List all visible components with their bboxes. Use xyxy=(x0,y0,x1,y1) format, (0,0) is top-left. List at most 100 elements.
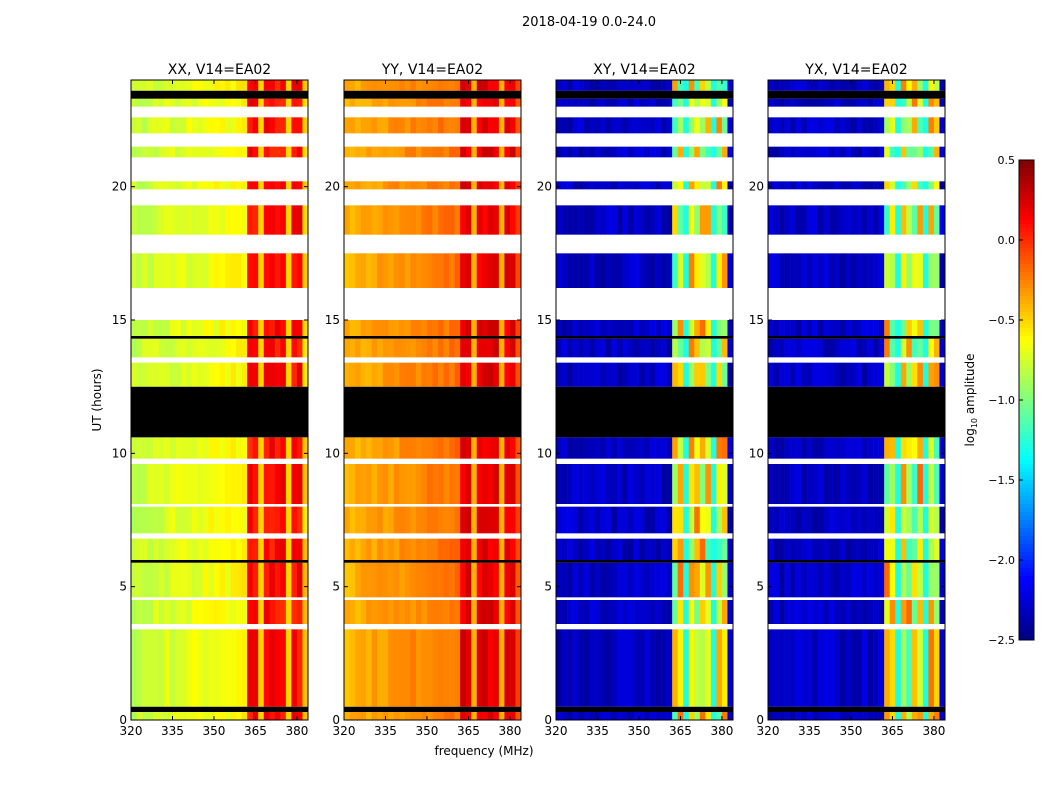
heatmap-cell xyxy=(213,80,220,91)
heatmap-cell xyxy=(862,98,868,107)
heatmap-cell xyxy=(906,437,913,459)
heatmap-cell xyxy=(828,205,835,235)
heatmap-cell xyxy=(694,629,701,707)
heatmap-cell xyxy=(487,712,494,720)
heatmap-cell xyxy=(465,181,472,190)
heatmap-cell xyxy=(790,464,796,504)
heatmap-cell xyxy=(225,562,231,598)
x-tick-label: 380 xyxy=(922,724,945,738)
heatmap-cell xyxy=(823,253,830,288)
heatmap-cell xyxy=(917,629,924,707)
heatmap-cell xyxy=(366,464,372,504)
heatmap-cell xyxy=(426,600,433,624)
heatmap-cell xyxy=(236,538,242,560)
heatmap-cell xyxy=(567,362,573,387)
panel-title: YX, V14=EA02 xyxy=(804,62,907,78)
heatmap-cell xyxy=(263,98,270,107)
heatmap-cell xyxy=(850,362,857,387)
heatmap-cell xyxy=(688,362,695,387)
heatmap-cell xyxy=(839,538,846,560)
heatmap-cell xyxy=(779,629,785,707)
heatmap-cell xyxy=(561,629,568,707)
heatmap-cell xyxy=(605,181,612,190)
heatmap-cell xyxy=(438,538,444,560)
heatmap-cell xyxy=(471,320,478,336)
heatmap-cell xyxy=(438,253,444,288)
heatmap-cell xyxy=(790,181,796,190)
heatmap-cell xyxy=(515,338,522,358)
heatmap-cell xyxy=(236,320,242,336)
heatmap-cell xyxy=(710,506,717,534)
heatmap-cell xyxy=(939,253,946,288)
colorbar-swatch xyxy=(1019,372,1034,377)
heatmap-cell xyxy=(443,538,450,560)
heatmap-cell xyxy=(611,117,618,134)
heatmap-cell xyxy=(768,117,774,134)
heatmap-cell xyxy=(399,629,406,707)
heatmap-cell xyxy=(175,80,182,91)
heatmap-cell xyxy=(296,712,303,720)
heatmap-cell xyxy=(153,600,159,624)
heatmap-cell xyxy=(672,437,678,459)
heatmap-cell xyxy=(823,600,830,624)
heatmap-cell xyxy=(594,80,601,91)
heatmap-cell xyxy=(169,600,176,624)
heatmap-cell xyxy=(933,464,940,504)
heatmap-cell xyxy=(895,506,902,534)
heatmap-cell xyxy=(197,538,204,560)
heatmap-cell xyxy=(867,338,874,358)
heatmap-cell xyxy=(415,181,422,190)
heatmap-cell xyxy=(360,253,367,288)
heatmap-cell xyxy=(355,600,361,624)
heatmap-cell xyxy=(230,538,237,560)
heatmap-cell xyxy=(795,562,802,598)
heatmap-cell xyxy=(616,600,623,624)
x-tick-label: 365 xyxy=(457,724,480,738)
heatmap-cell xyxy=(583,338,590,358)
heatmap-cell xyxy=(917,320,924,336)
heatmap-cell xyxy=(611,437,618,459)
heatmap-cell xyxy=(498,205,505,235)
heatmap-cell xyxy=(449,600,455,624)
colorbar-swatch xyxy=(1019,516,1034,521)
heatmap-cell xyxy=(291,506,298,534)
heatmap-cell xyxy=(622,506,629,534)
heatmap-cell xyxy=(175,146,182,158)
heatmap-cell xyxy=(147,464,154,504)
heatmap-cell xyxy=(589,146,596,158)
heatmap-cell xyxy=(638,629,645,707)
heatmap-cell xyxy=(672,181,678,190)
heatmap-cell xyxy=(169,181,176,190)
heatmap-cell xyxy=(509,362,516,387)
heatmap-cell xyxy=(158,117,165,134)
heatmap-cell xyxy=(933,80,940,91)
heatmap-cell xyxy=(241,205,248,235)
heatmap-cell xyxy=(856,362,863,387)
heatmap-cell xyxy=(817,437,824,459)
heatmap-cell xyxy=(906,538,913,560)
heatmap-cell xyxy=(895,338,902,358)
heatmap-cell xyxy=(867,253,874,288)
heatmap-cell xyxy=(410,253,417,288)
heatmap-cell xyxy=(175,562,182,598)
heatmap-cell xyxy=(594,253,601,288)
heatmap-cell xyxy=(131,117,137,134)
heatmap-cell xyxy=(302,464,309,504)
heatmap-cell xyxy=(784,712,791,720)
heatmap-cell xyxy=(280,629,287,707)
heatmap-cell xyxy=(768,253,774,288)
heatmap-cell xyxy=(699,253,706,288)
heatmap-cell xyxy=(426,181,433,190)
colorbar-swatch xyxy=(1019,432,1034,437)
colorbar-swatch xyxy=(1019,604,1034,609)
heatmap-cell xyxy=(460,506,466,534)
heatmap-cell xyxy=(616,362,623,387)
heatmap-cell xyxy=(856,181,863,190)
heatmap-cell xyxy=(164,146,171,158)
heatmap-cell xyxy=(727,629,734,707)
heatmap-cell xyxy=(666,600,673,624)
heatmap-cell xyxy=(274,464,281,504)
heatmap-cell xyxy=(285,437,292,459)
heatmap-cell xyxy=(779,538,785,560)
heatmap-cell xyxy=(884,562,890,598)
